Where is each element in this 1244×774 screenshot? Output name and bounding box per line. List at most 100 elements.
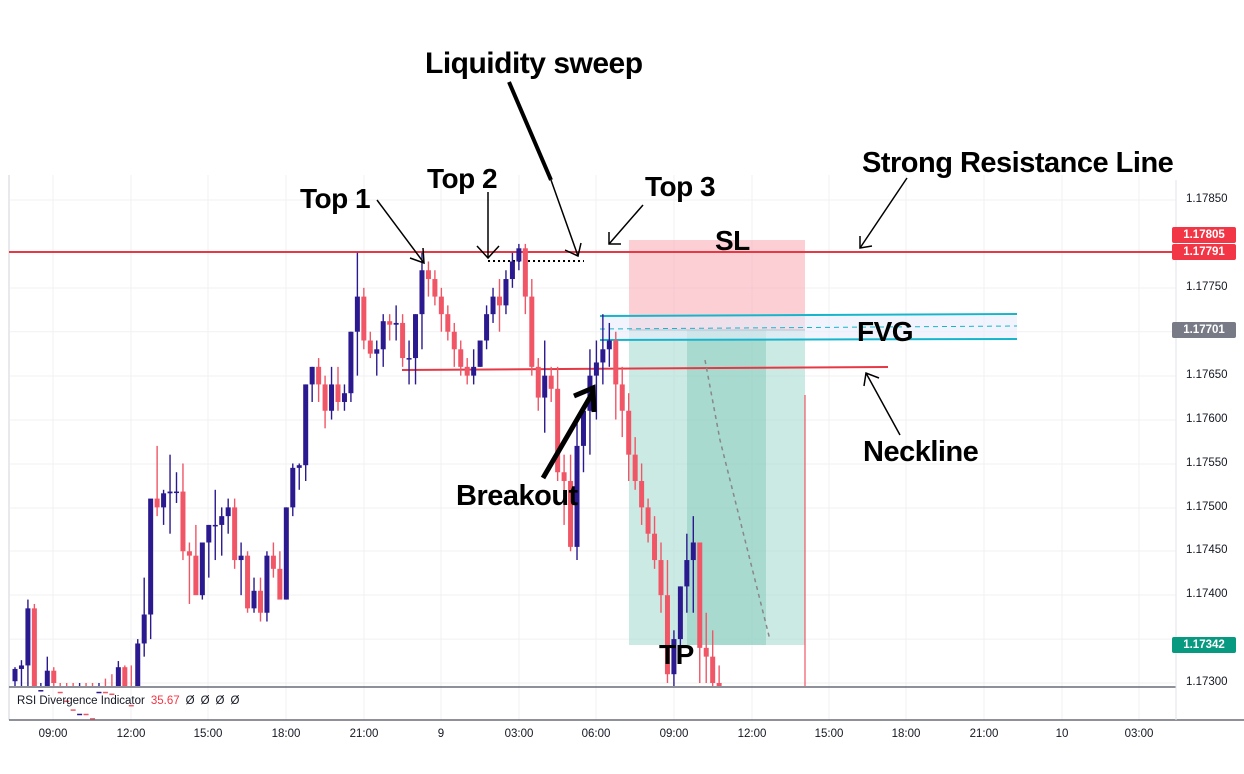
candle xyxy=(619,384,625,411)
indicator-name[interactable]: RSI Divergence Indicator xyxy=(17,695,145,707)
time-axis-tick: 10 xyxy=(1055,728,1069,740)
candle xyxy=(522,248,528,297)
candle xyxy=(658,560,664,596)
candle xyxy=(245,555,251,609)
candle xyxy=(477,340,483,367)
candle xyxy=(109,693,115,696)
indicator-na-3: Ø xyxy=(215,695,225,707)
candle xyxy=(180,491,186,552)
candle xyxy=(413,314,419,359)
candle xyxy=(509,261,515,280)
candle xyxy=(335,384,341,402)
fvg-label: FVG xyxy=(857,316,913,347)
candle xyxy=(458,349,464,367)
candle xyxy=(367,340,373,354)
candle xyxy=(329,384,335,411)
price-axis-tick: 1.17600 xyxy=(1186,413,1228,425)
candle xyxy=(548,375,554,389)
fvg-bottom-line[interactable] xyxy=(599,338,1018,341)
candle xyxy=(77,713,83,716)
fvg-mid-line xyxy=(599,325,1018,330)
neckline-label: Neckline xyxy=(863,436,979,468)
fvg-zone[interactable] xyxy=(599,313,1018,341)
candle xyxy=(290,467,296,508)
candle xyxy=(438,296,444,315)
candle xyxy=(710,656,716,683)
candle xyxy=(70,709,76,711)
price-axis-tick: 1.17300 xyxy=(1186,676,1228,688)
candle xyxy=(212,524,218,527)
candle xyxy=(497,296,502,306)
projection-path xyxy=(704,359,771,641)
candle xyxy=(238,555,244,561)
candle xyxy=(296,465,302,468)
top3-arrow-icon xyxy=(608,204,644,245)
time-axis-tick: 12:00 xyxy=(737,728,767,740)
candle xyxy=(154,498,160,508)
indicator-na-2: Ø xyxy=(200,695,210,707)
candle xyxy=(419,270,425,315)
candle xyxy=(677,586,683,640)
candle xyxy=(471,366,477,376)
price-axis-tick: 1.17750 xyxy=(1186,281,1228,293)
candle xyxy=(503,279,509,306)
candle xyxy=(96,691,102,694)
candle xyxy=(432,279,438,297)
time-axis-tick: 15:00 xyxy=(193,728,223,740)
candle xyxy=(387,321,393,325)
candle xyxy=(664,595,670,675)
candle xyxy=(354,296,360,332)
resistance-arrow-icon xyxy=(859,177,908,249)
candle xyxy=(31,608,37,686)
price-axis-tick: 1.17650 xyxy=(1186,369,1228,381)
candle xyxy=(264,555,270,613)
price-tag: 1.17805 xyxy=(1172,227,1236,243)
candle xyxy=(703,647,709,657)
time-axis-tick: 9 xyxy=(437,728,445,740)
time-axis-tick: 09:00 xyxy=(38,728,68,740)
take-profit-zone[interactable] xyxy=(629,330,805,645)
candle xyxy=(193,555,199,596)
time-axis-tick: 06:00 xyxy=(581,728,611,740)
candle xyxy=(380,321,386,350)
fvg-top-line[interactable] xyxy=(599,313,1018,317)
candle xyxy=(199,542,205,596)
candle xyxy=(51,670,57,683)
candle xyxy=(122,667,128,686)
candle xyxy=(283,507,289,600)
price-tag: 1.17342 xyxy=(1172,637,1236,653)
candle xyxy=(697,542,703,648)
candle xyxy=(593,362,599,376)
candle xyxy=(174,491,179,494)
candle xyxy=(561,472,567,482)
candle xyxy=(322,384,328,411)
price-tag: 1.17791 xyxy=(1172,244,1236,260)
candle xyxy=(141,614,147,644)
neckline[interactable] xyxy=(401,366,889,371)
time-axis-tick: 12:00 xyxy=(116,728,146,740)
short-position-tool[interactable] xyxy=(629,240,805,645)
top2-label: Top 2 xyxy=(427,163,497,194)
time-axis-tick: 03:00 xyxy=(504,728,534,740)
time-axis-tick: 03:00 xyxy=(1124,728,1154,740)
price-axis-tick: 1.17400 xyxy=(1186,588,1228,600)
candle xyxy=(606,340,612,350)
chart-grid xyxy=(8,175,1176,720)
candle xyxy=(341,393,347,402)
price-axis-tick: 1.17850 xyxy=(1186,193,1228,205)
candle xyxy=(219,516,225,525)
candle xyxy=(639,481,645,508)
candle xyxy=(568,481,574,547)
candlestick-series xyxy=(12,243,806,720)
indicator-legend[interactable]: RSI Divergence Indicator 35.67 Ø Ø Ø Ø xyxy=(17,695,239,707)
candle xyxy=(186,551,192,556)
candle xyxy=(316,366,322,385)
candle xyxy=(25,608,31,666)
candle xyxy=(251,590,257,609)
candle xyxy=(580,410,586,446)
candle xyxy=(451,331,457,350)
candle xyxy=(516,248,522,262)
liquidity-sweep-label: Liquidity sweep xyxy=(425,47,643,80)
